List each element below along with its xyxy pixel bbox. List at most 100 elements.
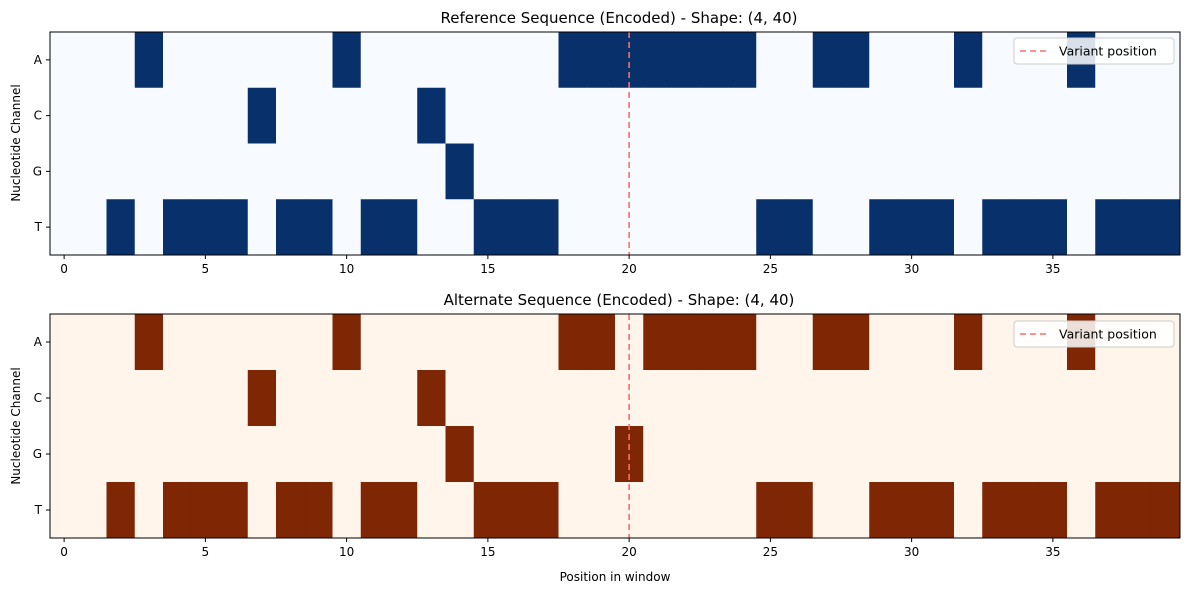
reference-y-tick-label-A: A — [34, 53, 43, 67]
reference-cell-A-15 — [473, 32, 503, 89]
reference-cell-A-18 — [558, 32, 588, 89]
reference-cell-C-25 — [756, 87, 785, 144]
alternate-cell-T-5 — [191, 482, 220, 539]
alternate-cell-T-28 — [841, 482, 870, 539]
reference-cell-C-22 — [671, 87, 701, 144]
reference-cell-A-12 — [389, 32, 418, 89]
alternate-cell-C-37 — [1095, 370, 1124, 427]
alternate-cell-A-19 — [586, 314, 616, 371]
reference-cell-G-20 — [615, 143, 644, 200]
alternate-cell-G-32 — [954, 426, 983, 483]
reference-x-tick-label-25: 25 — [763, 262, 778, 276]
reference-cell-C-3 — [134, 87, 164, 144]
reference-cell-G-5 — [191, 143, 220, 200]
reference-cell-T-37 — [1095, 199, 1124, 256]
alternate-cell-G-34 — [1010, 426, 1040, 483]
reference-cell-G-24 — [728, 143, 757, 200]
reference-cell-A-13 — [417, 32, 446, 89]
alternate-cell-A-9 — [304, 314, 333, 371]
alternate-cell-A-5 — [191, 314, 220, 371]
alternate-cell-A-33 — [982, 314, 1011, 371]
reference-cell-A-21 — [643, 32, 672, 89]
alternate-cell-C-2 — [106, 370, 136, 427]
reference-cell-C-23 — [699, 87, 729, 144]
reference-cell-C-29 — [869, 87, 898, 144]
alternate-cell-C-34 — [1010, 370, 1040, 427]
alternate-cell-T-11 — [360, 482, 390, 539]
alternate-y-tick-label-T: T — [34, 503, 43, 517]
reference-cell-G-2 — [106, 143, 136, 200]
alternate-cell-A-7 — [247, 314, 277, 371]
reference-cell-A-23 — [699, 32, 729, 89]
reference-cell-A-0 — [50, 32, 79, 89]
alternate-cell-T-34 — [1010, 482, 1040, 539]
reference-cell-A-19 — [586, 32, 616, 89]
reference-cell-G-31 — [925, 143, 955, 200]
reference-cell-A-2 — [106, 32, 136, 89]
reference-cell-T-38 — [1123, 199, 1153, 256]
alternate-cell-T-6 — [219, 482, 249, 539]
alternate-cell-A-8 — [276, 314, 305, 371]
alternate-cell-C-24 — [728, 370, 757, 427]
reference-cell-T-6 — [219, 199, 249, 256]
alternate-cell-G-18 — [558, 426, 588, 483]
alternate-cell-C-3 — [134, 370, 164, 427]
reference-x-tick-label-5: 5 — [202, 262, 210, 276]
alternate-cell-A-21 — [643, 314, 672, 371]
reference-cell-A-22 — [671, 32, 701, 89]
reference-cell-C-31 — [925, 87, 955, 144]
reference-cell-G-23 — [699, 143, 729, 200]
alternate-cell-A-25 — [756, 314, 785, 371]
reference-cell-C-9 — [304, 87, 333, 144]
reference-cell-C-36 — [1067, 87, 1096, 144]
alternate-cell-C-9 — [304, 370, 333, 427]
reference-cell-T-21 — [643, 199, 672, 256]
reference-cell-T-12 — [389, 199, 418, 256]
alternate-cell-G-28 — [841, 426, 870, 483]
alternate-cell-A-29 — [869, 314, 898, 371]
reference-panel: Reference Sequence (Encoded) - Shape: (4… — [9, 9, 1181, 276]
alternate-cell-C-35 — [1038, 370, 1068, 427]
alternate-cell-A-26 — [784, 314, 814, 371]
alternate-cell-A-13 — [417, 314, 446, 371]
alternate-cell-G-2 — [106, 426, 136, 483]
reference-cell-T-27 — [812, 199, 842, 256]
alternate-cell-G-10 — [332, 426, 362, 483]
reference-cell-T-34 — [1010, 199, 1040, 256]
alternate-panel: Alternate Sequence (Encoded) - Shape: (4… — [9, 291, 1181, 584]
alternate-cell-G-14 — [445, 426, 475, 483]
alternate-cell-C-16 — [502, 370, 531, 427]
reference-cell-G-37 — [1095, 143, 1124, 200]
alternate-cell-A-15 — [473, 314, 503, 371]
reference-cell-C-6 — [219, 87, 249, 144]
reference-heatmap — [50, 32, 1181, 256]
alternate-cell-C-32 — [954, 370, 983, 427]
alternate-cell-G-21 — [643, 426, 672, 483]
reference-cell-G-8 — [276, 143, 305, 200]
reference-cell-C-0 — [50, 87, 79, 144]
reference-cell-G-17 — [530, 143, 559, 200]
reference-cell-T-35 — [1038, 199, 1068, 256]
reference-cell-C-17 — [530, 87, 559, 144]
reference-cell-G-29 — [869, 143, 898, 200]
reference-cell-T-17 — [530, 199, 559, 256]
alternate-cell-C-26 — [784, 370, 814, 427]
alternate-cell-T-26 — [784, 482, 814, 539]
reference-cell-C-34 — [1010, 87, 1040, 144]
alternate-cell-G-36 — [1067, 426, 1096, 483]
alternate-cell-A-23 — [699, 314, 729, 371]
reference-cell-G-10 — [332, 143, 362, 200]
alternate-cell-G-23 — [699, 426, 729, 483]
alternate-cell-A-0 — [50, 314, 79, 371]
alternate-cell-T-2 — [106, 482, 136, 539]
reference-cell-A-3 — [134, 32, 164, 89]
alternate-cell-G-16 — [502, 426, 531, 483]
reference-cell-T-2 — [106, 199, 136, 256]
reference-cell-T-11 — [360, 199, 390, 256]
reference-cell-T-25 — [756, 199, 785, 256]
reference-y-tick-label-T: T — [34, 220, 43, 234]
alternate-cell-A-16 — [502, 314, 531, 371]
alternate-cell-C-38 — [1123, 370, 1153, 427]
reference-cell-G-39 — [1151, 143, 1181, 200]
